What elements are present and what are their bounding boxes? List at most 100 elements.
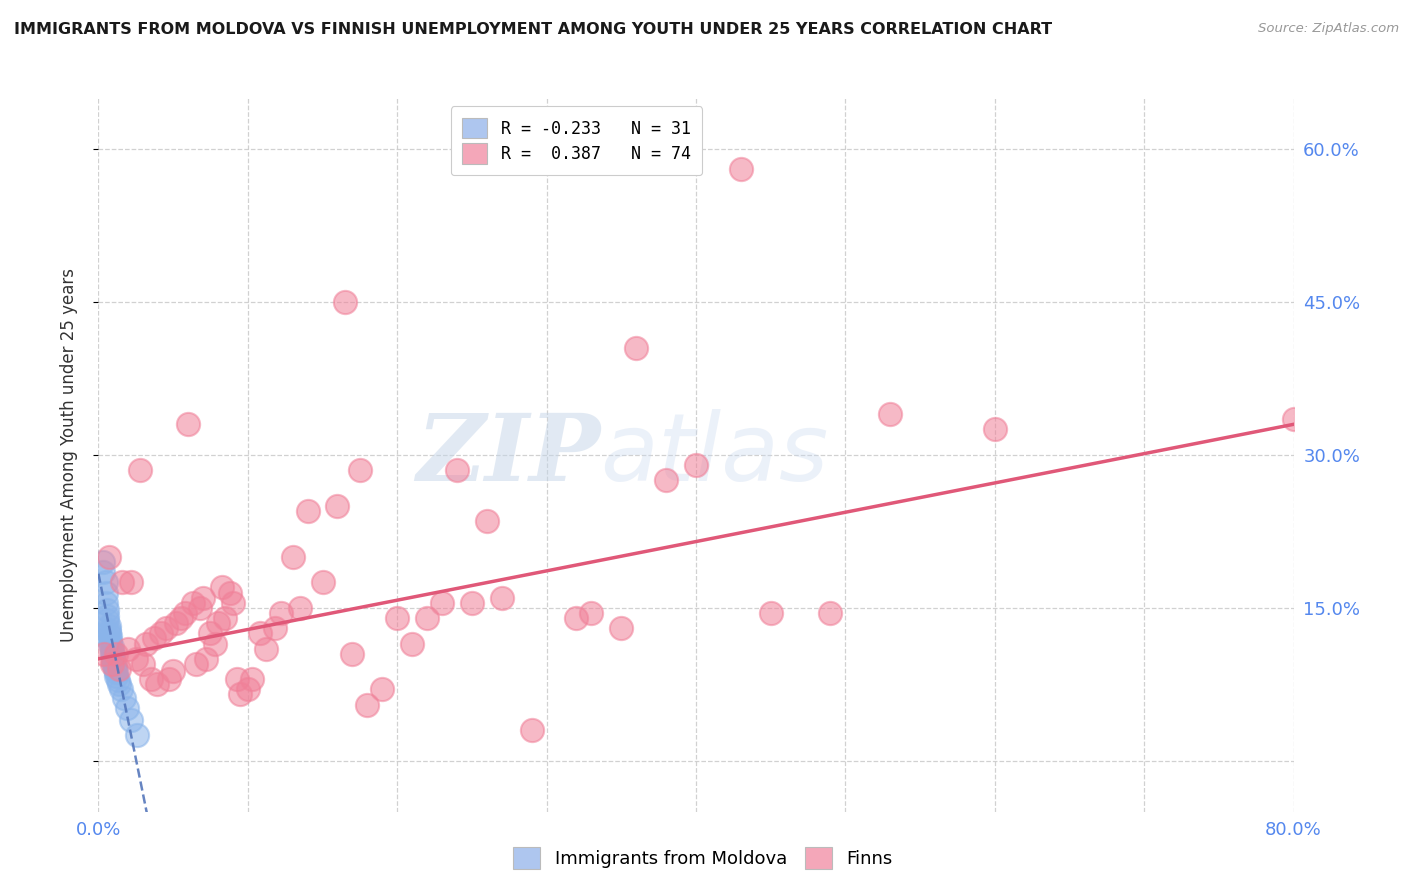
- Point: [127, 728, 149, 742]
- Point: [200, 626, 222, 640]
- Point: [226, 672, 249, 686]
- Point: [150, 626, 173, 640]
- Point: [222, 596, 245, 610]
- Point: [195, 652, 218, 666]
- Point: [165, 616, 187, 631]
- Point: [107, 673, 129, 688]
- Point: [211, 581, 233, 595]
- Point: [181, 596, 204, 610]
- Point: [120, 575, 142, 590]
- Point: [139, 672, 162, 686]
- Point: [984, 422, 1007, 436]
- Point: [97, 549, 120, 564]
- Point: [169, 611, 191, 625]
- Point: [461, 596, 484, 610]
- Point: [103, 656, 125, 670]
- Point: [94, 575, 117, 590]
- Point: [820, 606, 842, 620]
- Point: [105, 665, 128, 679]
- Point: [110, 682, 132, 697]
- Point: [236, 682, 259, 697]
- Point: [105, 669, 128, 683]
- Point: [96, 609, 118, 624]
- Text: ZIP: ZIP: [416, 410, 600, 500]
- Point: [155, 621, 177, 635]
- Point: [297, 504, 319, 518]
- Point: [174, 606, 197, 620]
- Point: [581, 606, 603, 620]
- Point: [385, 611, 409, 625]
- Point: [104, 659, 127, 673]
- Point: [142, 632, 165, 646]
- Point: [111, 575, 134, 590]
- Point: [145, 677, 167, 691]
- Point: [101, 643, 124, 657]
- Point: [97, 624, 120, 638]
- Point: [311, 575, 333, 590]
- Point: [177, 417, 200, 432]
- Point: [100, 629, 122, 643]
- Point: [371, 682, 394, 697]
- Point: [401, 636, 423, 650]
- Point: [263, 621, 285, 635]
- Point: [94, 596, 117, 610]
- Point: [108, 662, 131, 676]
- Point: [326, 499, 349, 513]
- Point: [91, 555, 114, 569]
- Point: [115, 700, 138, 714]
- Point: [101, 640, 124, 654]
- Point: [204, 636, 226, 650]
- Point: [97, 626, 120, 640]
- Point: [249, 626, 271, 640]
- Point: [416, 611, 439, 625]
- Point: [446, 463, 468, 477]
- Text: Source: ZipAtlas.com: Source: ZipAtlas.com: [1258, 22, 1399, 36]
- Point: [188, 600, 211, 615]
- Point: [103, 653, 125, 667]
- Point: [730, 162, 752, 177]
- Point: [759, 606, 782, 620]
- Legend: R = -0.233   N = 31, R =  0.387   N = 74: R = -0.233 N = 31, R = 0.387 N = 74: [451, 106, 702, 176]
- Point: [120, 713, 142, 727]
- Point: [254, 641, 277, 656]
- Legend: Immigrants from Moldova, Finns: Immigrants from Moldova, Finns: [505, 838, 901, 879]
- Point: [229, 688, 252, 702]
- Point: [157, 672, 180, 686]
- Point: [333, 295, 356, 310]
- Point: [1282, 412, 1305, 426]
- Point: [96, 603, 118, 617]
- Point: [104, 662, 127, 676]
- Point: [96, 613, 118, 627]
- Point: [349, 463, 371, 477]
- Point: [520, 723, 543, 738]
- Point: [101, 657, 124, 671]
- Point: [93, 647, 115, 661]
- Point: [356, 698, 378, 712]
- Point: [184, 657, 207, 671]
- Text: atlas: atlas: [600, 409, 828, 500]
- Point: [879, 407, 901, 421]
- Point: [105, 647, 128, 661]
- Point: [117, 641, 139, 656]
- Point: [219, 585, 242, 599]
- Point: [214, 611, 236, 625]
- Point: [125, 652, 148, 666]
- Point: [281, 549, 304, 564]
- Point: [132, 657, 155, 671]
- Point: [108, 677, 131, 691]
- Point: [491, 591, 513, 605]
- Point: [91, 565, 114, 579]
- Y-axis label: Unemployment Among Youth under 25 years: Unemployment Among Youth under 25 years: [59, 268, 77, 642]
- Point: [610, 621, 633, 635]
- Point: [655, 474, 678, 488]
- Point: [100, 633, 122, 648]
- Point: [103, 649, 125, 664]
- Point: [342, 647, 364, 661]
- Point: [240, 672, 263, 686]
- Point: [94, 585, 117, 599]
- Point: [101, 647, 124, 661]
- Point: [565, 611, 588, 625]
- Point: [191, 591, 214, 605]
- Point: [97, 619, 120, 633]
- Point: [100, 636, 122, 650]
